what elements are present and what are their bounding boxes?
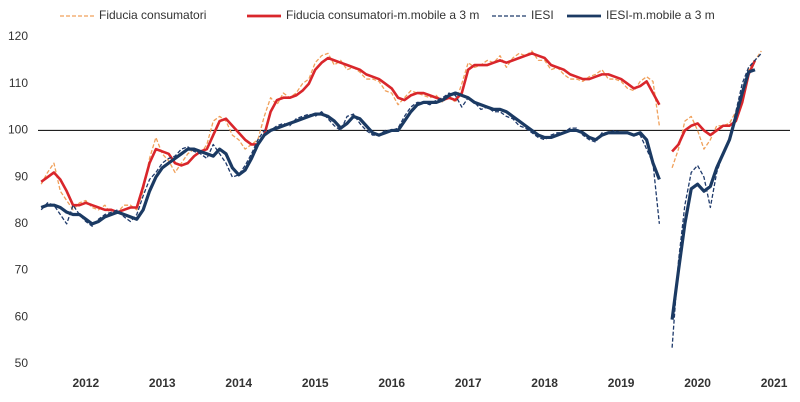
x-tick-label: 2019 (608, 376, 635, 390)
y-tick-label: 70 (15, 263, 29, 277)
legend-label: IESI (531, 8, 554, 22)
x-tick-label: 2017 (455, 376, 482, 390)
y-tick-label: 100 (8, 123, 28, 137)
y-tick-label: 80 (15, 216, 29, 230)
y-tick-label: 110 (9, 76, 28, 90)
y-tick-label: 120 (8, 29, 28, 43)
y-tick-label: 50 (15, 356, 29, 370)
x-tick-label: 2015 (302, 376, 329, 390)
legend-label: Fiducia consumatori-m.mobile a 3 m (286, 8, 479, 22)
y-tick-label: 90 (15, 169, 29, 183)
series-line (40, 52, 762, 348)
x-tick-label: 2014 (225, 376, 252, 390)
x-tick-label: 2013 (149, 376, 176, 390)
series-line (40, 52, 757, 214)
legend-label: Fiducia consumatori (99, 8, 206, 22)
x-tick-label: 2016 (378, 376, 405, 390)
x-tick-label: 2018 (531, 376, 558, 390)
series-line (40, 68, 756, 320)
x-tick-label: 2020 (684, 376, 711, 390)
x-tick-label: 2021 (761, 376, 788, 390)
x-tick-label: 2012 (72, 376, 99, 390)
legend-label: IESI-m.mobile a 3 m (606, 8, 715, 22)
y-tick-label: 60 (15, 309, 29, 323)
